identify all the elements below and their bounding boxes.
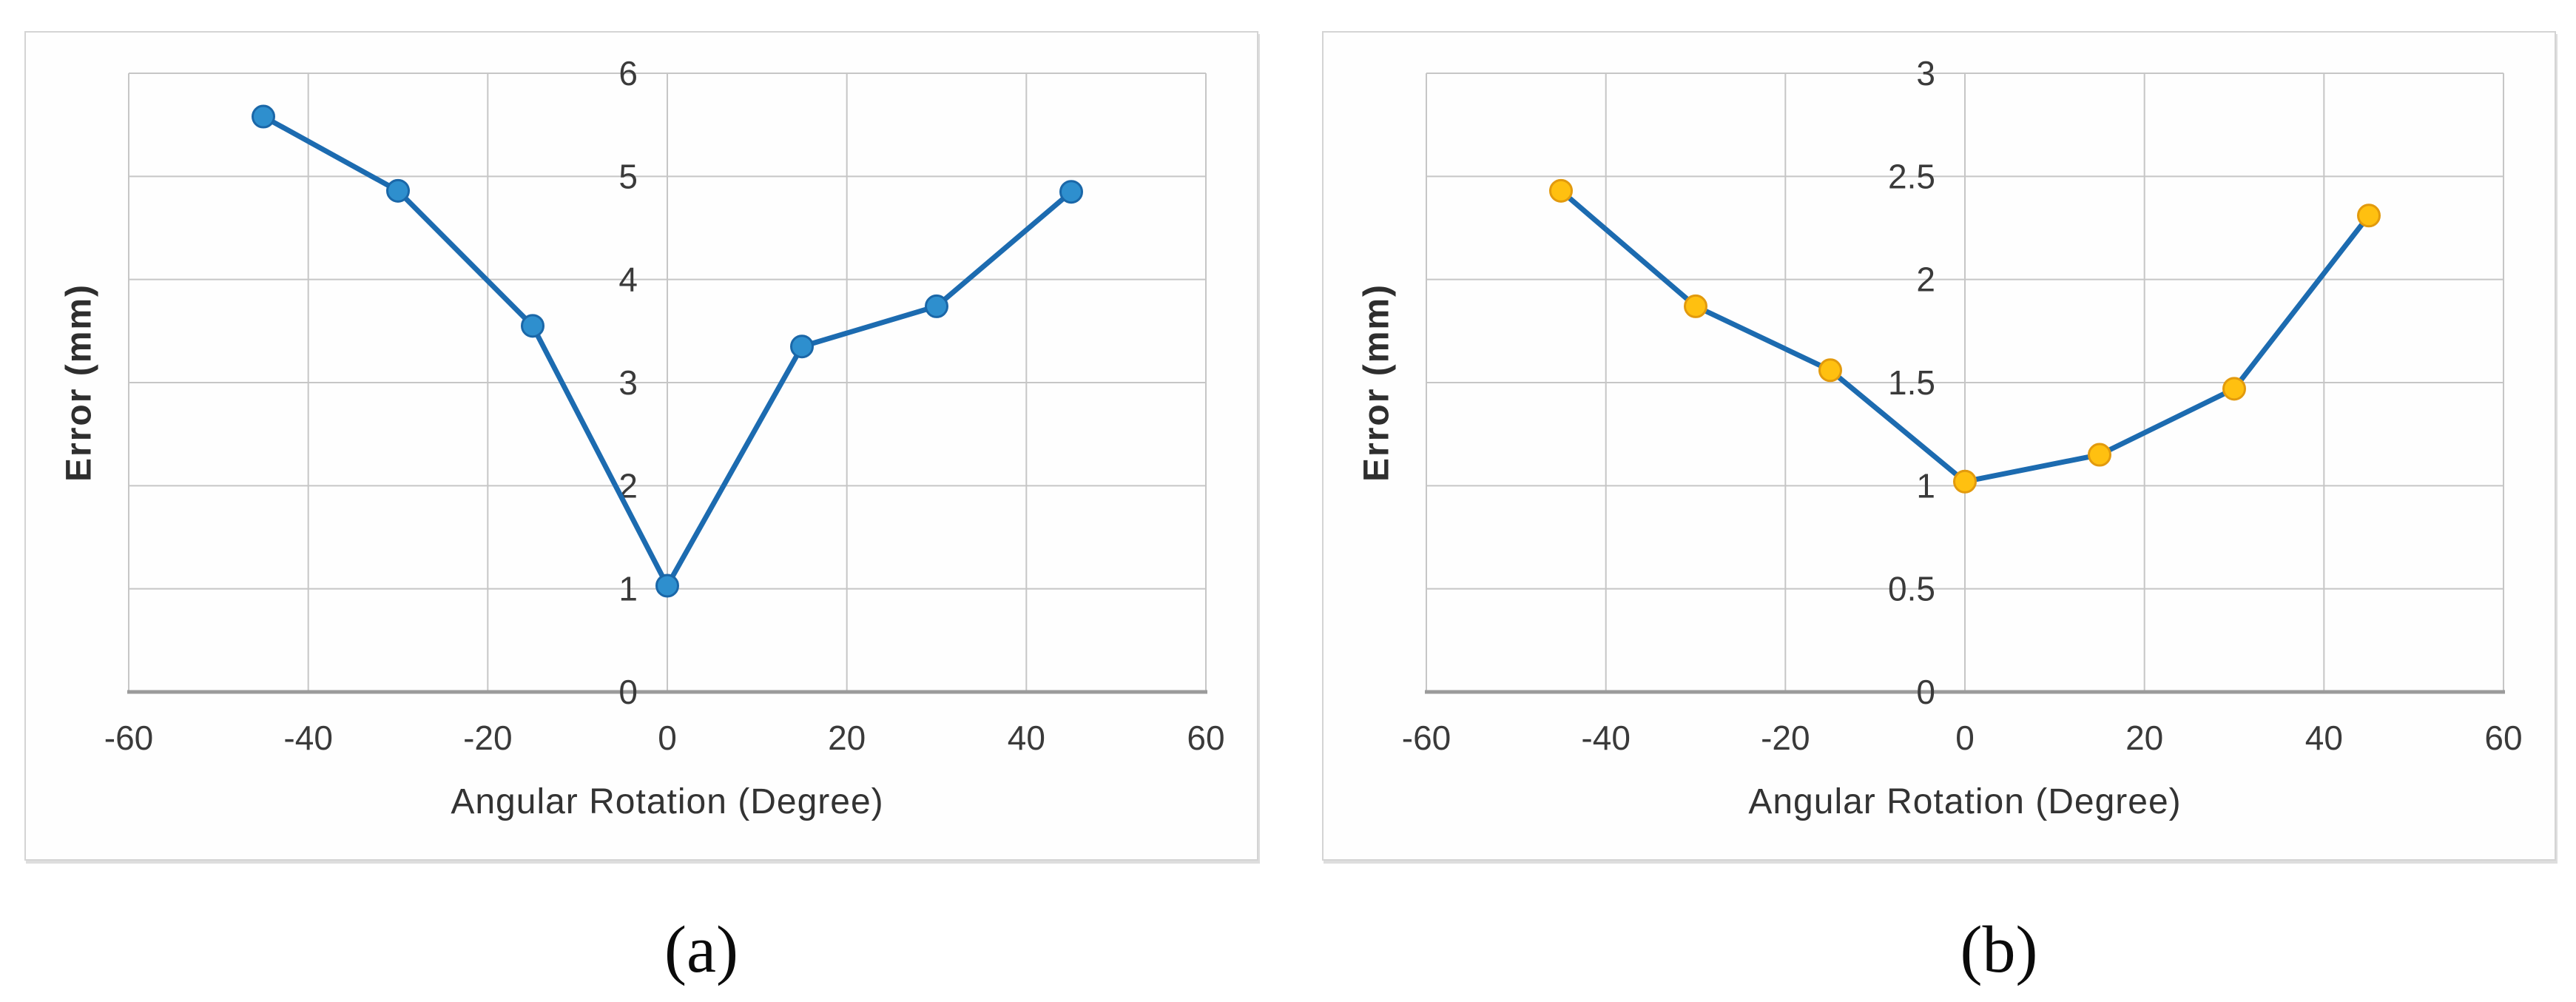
subfigure-label-b: (b) (1960, 913, 2038, 986)
y-tick-label: 2 (1916, 260, 1935, 299)
chart-panel-b: 0 0.5 1 1.5 2 2.5 3 -60 -40 -20 0 20 40 60 Error (mm)… (1322, 31, 2556, 861)
y-tick-label: 0 (1916, 673, 1935, 711)
y-tick-label: 6 (618, 54, 638, 93)
x-tick-label: 0 (1955, 719, 1975, 757)
y-tick-label: 1 (1916, 466, 1935, 505)
data-point (1684, 294, 1707, 318)
data-point (521, 314, 544, 338)
data-point (2357, 204, 2381, 228)
x-tick-label: -20 (463, 719, 512, 757)
data-point (2088, 443, 2111, 467)
x-tick-label: 20 (2125, 719, 2163, 757)
y-tick-label: 3 (1916, 54, 1935, 93)
y-tick-label: 1 (618, 570, 638, 608)
x-axis-title-b: Angular Rotation (Degree) (1748, 782, 2182, 821)
chart-panel-a: 0 1 2 3 4 5 6 -60 -40 -20 0 20 40 60 Error (mm) Angul… (24, 31, 1258, 861)
data-point (1549, 178, 1573, 203)
x-tick-label: 40 (1008, 719, 1045, 757)
x-tick-label: 20 (828, 719, 866, 757)
x-axis-title-a: Angular Rotation (Degree) (451, 782, 884, 821)
data-point (1059, 180, 1083, 204)
line-chart-b: 0 0.5 1 1.5 2 2.5 3 -60 -40 -20 0 20 40 60 (1402, 54, 2523, 757)
y-tick-label: 1.5 (1888, 363, 1935, 402)
y-tick-label: 4 (618, 260, 638, 299)
data-point (655, 574, 679, 598)
data-point (1953, 469, 1977, 494)
y-tick-label: 3 (618, 363, 638, 402)
data-point (790, 334, 814, 359)
x-tick-label: -40 (283, 719, 332, 757)
y-axis-title-a: Error (mm) (59, 283, 99, 482)
x-tick-label: -60 (1402, 719, 1451, 757)
x-tick-label: -20 (1761, 719, 1810, 757)
data-point (2222, 377, 2246, 401)
x-tick-label: 60 (2484, 719, 2522, 757)
data-point (386, 178, 410, 203)
y-axis-title-b: Error (mm) (1357, 283, 1397, 482)
y-tick-label: 0.5 (1888, 570, 1935, 608)
y-tick-label: 0 (618, 673, 638, 711)
x-tick-label: -40 (1581, 719, 1630, 757)
x-tick-label: 60 (1187, 719, 1224, 757)
subfigure-label-a: (a) (664, 913, 738, 986)
data-point (925, 294, 948, 318)
data-point (1818, 358, 1842, 383)
x-tick-label: 40 (2305, 719, 2343, 757)
y-tick-label: 5 (618, 157, 638, 195)
y-tick-label: 2.5 (1888, 157, 1935, 195)
data-point (252, 104, 275, 129)
x-tick-label: 0 (658, 719, 677, 757)
x-tick-label: -60 (104, 719, 153, 757)
